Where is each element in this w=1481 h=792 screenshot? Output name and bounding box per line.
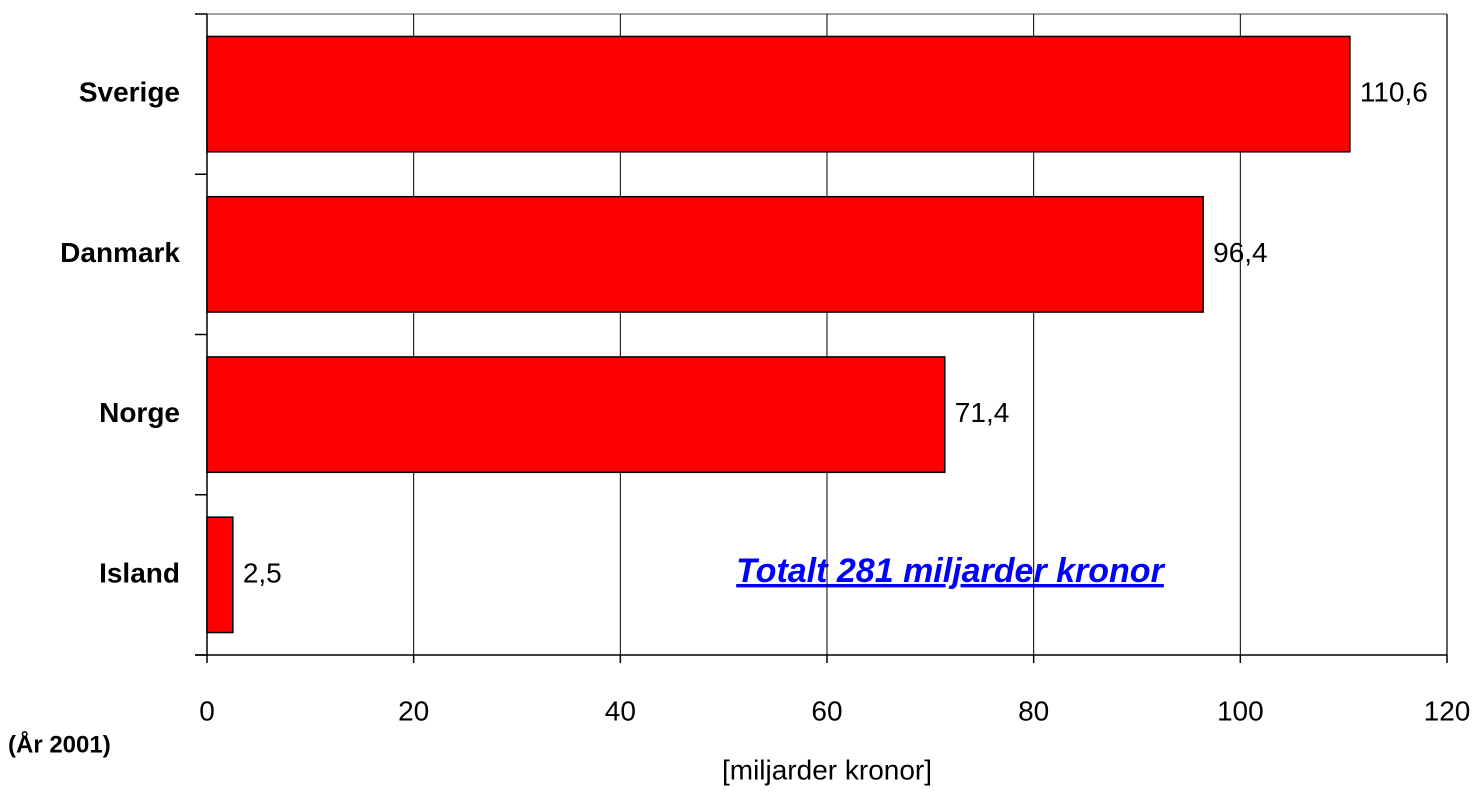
value-label: 71,4: [955, 397, 1010, 428]
x-tick-label: 0: [199, 695, 215, 726]
y-tick-label: Island: [99, 557, 180, 588]
value-label: 2,5: [243, 557, 282, 588]
x-tick-label: 60: [811, 695, 842, 726]
x-axis-label: [miljarder kronor]: [722, 754, 932, 785]
value-label: 110,6: [1360, 77, 1428, 108]
y-tick-label: Sverige: [79, 77, 180, 108]
annotation: (År 2001): [8, 730, 111, 758]
value-label: 96,4: [1213, 237, 1268, 268]
x-tick-label: 100: [1217, 695, 1264, 726]
annotation: Totalt 281 miljarder kronor: [736, 552, 1165, 590]
bar: [206, 516, 234, 634]
bar: [206, 195, 1204, 313]
bar: [206, 356, 946, 474]
x-tick-label: 40: [605, 695, 636, 726]
y-tick-label: Danmark: [60, 237, 180, 268]
bar: [206, 35, 1351, 153]
x-tick-label: 120: [1424, 695, 1471, 726]
x-tick-label: 20: [398, 695, 429, 726]
y-tick-label: Norge: [99, 397, 180, 428]
x-tick-label: 80: [1018, 695, 1049, 726]
